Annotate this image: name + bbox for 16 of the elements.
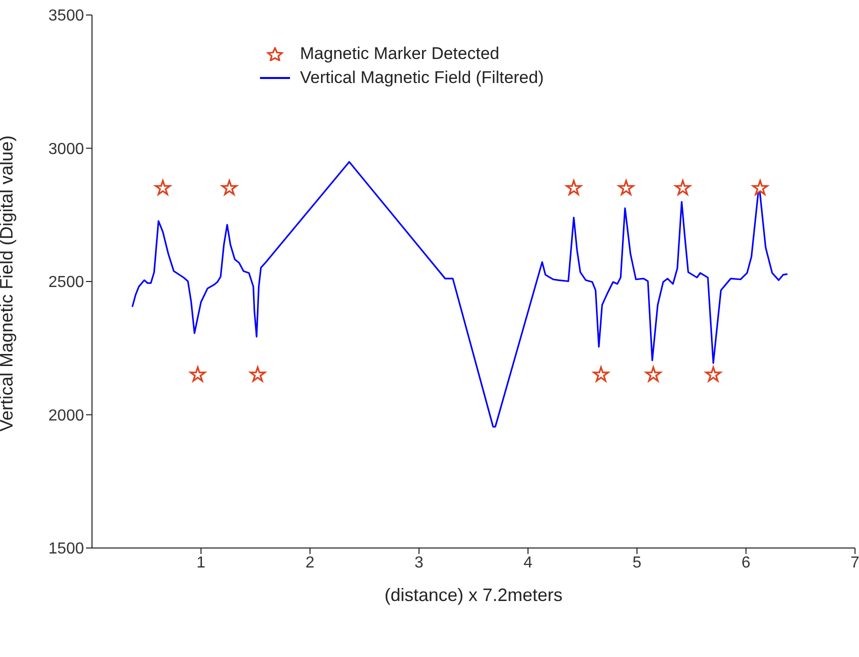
legend-label: Vertical Magnetic Field (Filtered) <box>300 68 544 88</box>
legend-label: Magnetic Marker Detected <box>300 44 500 64</box>
x-tick-label: 6 <box>742 554 751 572</box>
y-tick-label: 3500 <box>48 8 84 25</box>
y-tick-label: 2000 <box>48 407 84 424</box>
x-tick-label: 1 <box>196 554 206 572</box>
y-tick-label: 3000 <box>48 140 84 158</box>
line-series <box>132 161 788 428</box>
x-tick-label: 3 <box>414 554 424 572</box>
x-tick-label: 4 <box>524 554 533 572</box>
x-axis-title: (distance) x 7.2meters <box>384 585 563 605</box>
y-tick-label: 2500 <box>48 274 84 292</box>
x-tick-label: 5 <box>632 554 642 572</box>
y-tick-label: 1500 <box>48 540 84 558</box>
x-tick-label: 2 <box>306 554 315 572</box>
x-tick-label: 7 <box>850 554 859 572</box>
